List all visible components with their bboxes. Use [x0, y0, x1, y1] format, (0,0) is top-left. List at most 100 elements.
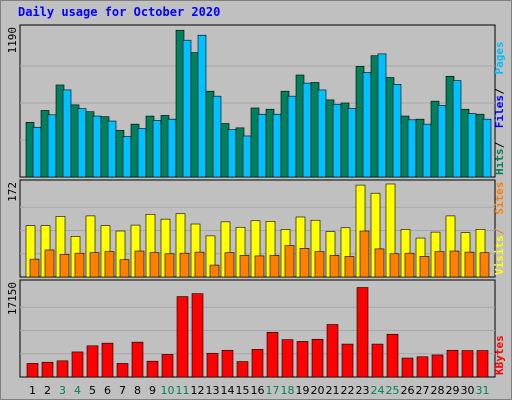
bar-pages-day-21: [332, 103, 342, 178]
tick-label-day-26: 26: [401, 384, 415, 397]
bar-sites-day-5: [89, 252, 100, 278]
bar-sites-day-16: [254, 255, 265, 278]
bar-pages-day-26: [407, 119, 417, 178]
bar-sites-day-21: [329, 255, 340, 278]
bar-sites-day-11: [179, 252, 190, 278]
bar-sites-day-31: [479, 252, 490, 278]
bar-sites-day-8: [134, 250, 145, 278]
bar-kbytes-day-21: [326, 324, 339, 378]
bar-pages-day-13: [212, 95, 222, 178]
bar-sites-day-26: [404, 252, 415, 278]
bar-pages-day-27: [422, 123, 432, 178]
bar-kbytes-day-19: [296, 341, 309, 378]
bar-sites-day-14: [224, 252, 235, 278]
bar-pages-day-1: [32, 126, 42, 178]
bar-kbytes-day-22: [341, 343, 354, 378]
bar-pages-day-5: [92, 115, 102, 178]
bar-kbytes-day-1: [26, 363, 39, 378]
tick-label-day-4: 4: [74, 384, 81, 397]
tick-label-day-22: 22: [341, 384, 355, 397]
bar-pages-day-30: [467, 113, 477, 178]
bar-kbytes-day-16: [251, 348, 264, 378]
bar-pages-day-4: [77, 108, 87, 178]
bar-sites-day-24: [374, 248, 385, 278]
bar-kbytes-day-23: [356, 287, 369, 378]
bar-kbytes-day-26: [401, 357, 414, 378]
bar-kbytes-day-31: [476, 350, 489, 378]
bar-pages-day-7: [122, 136, 132, 178]
tick-label-day-8: 8: [134, 384, 141, 397]
bar-pages-day-12: [197, 34, 207, 178]
bar-sites-day-30: [464, 251, 475, 278]
bar-pages-day-10: [167, 118, 177, 178]
tick-label-day-28: 28: [431, 384, 445, 397]
bar-pages-day-11: [182, 39, 192, 178]
bar-kbytes-day-12: [191, 293, 204, 378]
bar-kbytes-day-5: [86, 345, 99, 378]
bar-kbytes-day-8: [131, 341, 144, 378]
day-tick-labels: 1 2 3 4 5 6 7 8 9 10 11 12 13 14 15 16 17 18 19 20 21 22 23 24 2…: [29, 384, 490, 397]
bar-kbytes-day-14: [221, 349, 234, 378]
tick-label-day-25: 25: [386, 384, 400, 397]
bar-sites-day-4: [74, 252, 85, 278]
tick-label-day-15: 15: [236, 384, 250, 397]
tick-label-day-10: 10: [161, 384, 175, 397]
bar-sites-day-25: [389, 253, 400, 278]
tick-label-day-11: 11: [176, 384, 190, 397]
kbytes-panel-max-label: 17150: [6, 282, 19, 315]
bar-sites-day-17: [269, 255, 280, 278]
bar-kbytes-day-13: [206, 352, 219, 378]
tick-label-day-1: 1: [29, 384, 36, 397]
visits-panel-max-label: 172: [6, 182, 19, 202]
bar-pages-day-15: [242, 135, 252, 178]
bar-kbytes-day-4: [71, 351, 84, 378]
bar-pages-day-17: [272, 113, 282, 178]
tick-label-day-30: 30: [461, 384, 475, 397]
kbytes-panel: 17150 KBytes: [6, 279, 506, 378]
bar-kbytes-day-28: [431, 354, 444, 378]
tick-label-day-17: 17: [266, 384, 280, 397]
legend-visits: Visits: [493, 235, 506, 275]
bar-kbytes-day-6: [101, 342, 114, 378]
tick-label-day-29: 29: [446, 384, 460, 397]
bar-pages-day-8: [137, 128, 147, 178]
bar-sites-day-23: [359, 230, 370, 278]
bar-kbytes-day-2: [41, 361, 54, 378]
bar-pages-day-2: [47, 114, 57, 178]
tick-label-day-2: 2: [44, 384, 51, 397]
bar-kbytes-day-29: [446, 349, 459, 378]
bar-pages-day-3: [62, 89, 72, 178]
tick-label-day-14: 14: [221, 384, 235, 397]
legend-kbytes: KBytes: [493, 335, 506, 375]
bar-pages-day-18: [287, 95, 297, 178]
bar-pages-day-6: [107, 120, 117, 178]
bar-sites-day-13: [209, 264, 220, 278]
bar-kbytes-day-11: [176, 296, 189, 378]
bar-sites-day-28: [434, 251, 445, 278]
tick-label-day-13: 13: [206, 384, 220, 397]
tick-label-day-24: 24: [371, 384, 385, 397]
bar-kbytes-day-30: [461, 350, 474, 378]
legend-separator: /: [493, 228, 506, 235]
bar-sites-day-12: [194, 251, 205, 278]
legend-hits: Hits: [493, 149, 506, 176]
legend-files: Files: [493, 95, 506, 128]
tick-label-day-6: 6: [104, 384, 111, 397]
bar-kbytes-day-7: [116, 363, 129, 378]
tick-label-day-27: 27: [416, 384, 430, 397]
bar-pages-day-31: [482, 118, 492, 178]
bar-sites-day-9: [149, 252, 160, 278]
tick-label-day-23: 23: [356, 384, 370, 397]
bar-sites-day-6: [104, 251, 115, 278]
bar-pages-day-23: [362, 72, 372, 178]
bar-kbytes-day-24: [371, 343, 384, 378]
bar-sites-day-3: [59, 253, 70, 278]
bar-kbytes-day-27: [416, 356, 429, 378]
bar-kbytes-day-3: [56, 360, 69, 378]
legend-pages: Pages: [493, 41, 506, 74]
tick-label-day-19: 19: [296, 384, 310, 397]
visits-sites-panel: 172 Visits / Sites: [6, 179, 506, 278]
bar-pages-day-16: [257, 113, 267, 178]
bar-kbytes-day-25: [386, 333, 399, 378]
